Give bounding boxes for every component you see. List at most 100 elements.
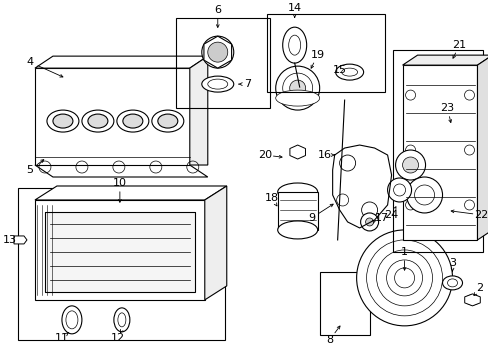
- Ellipse shape: [206, 41, 228, 63]
- Text: 4: 4: [26, 57, 34, 67]
- Ellipse shape: [202, 36, 233, 68]
- Ellipse shape: [118, 313, 125, 327]
- Bar: [392, 50, 483, 252]
- Ellipse shape: [122, 114, 142, 128]
- Ellipse shape: [402, 157, 418, 173]
- Ellipse shape: [434, 124, 469, 160]
- Polygon shape: [204, 186, 226, 300]
- Ellipse shape: [277, 183, 317, 201]
- Ellipse shape: [387, 178, 411, 202]
- Polygon shape: [35, 165, 207, 177]
- Text: 2: 2: [475, 283, 482, 293]
- Ellipse shape: [365, 218, 373, 226]
- Text: 3: 3: [448, 258, 455, 268]
- Text: 17: 17: [374, 213, 388, 223]
- Ellipse shape: [117, 110, 148, 132]
- Ellipse shape: [289, 80, 305, 96]
- Polygon shape: [189, 56, 207, 165]
- Bar: [18, 188, 224, 340]
- Ellipse shape: [360, 213, 378, 231]
- Polygon shape: [289, 145, 305, 159]
- Ellipse shape: [464, 145, 473, 155]
- Ellipse shape: [405, 90, 415, 100]
- Text: 8: 8: [325, 335, 332, 345]
- Ellipse shape: [469, 138, 478, 146]
- Ellipse shape: [114, 308, 130, 332]
- Text: 9: 9: [307, 213, 315, 223]
- Ellipse shape: [437, 119, 445, 127]
- Ellipse shape: [376, 250, 432, 306]
- Ellipse shape: [386, 260, 422, 296]
- Ellipse shape: [459, 119, 467, 127]
- Ellipse shape: [282, 73, 312, 103]
- Ellipse shape: [282, 27, 306, 63]
- Text: 1: 1: [400, 247, 407, 257]
- Polygon shape: [35, 56, 207, 68]
- Polygon shape: [402, 65, 476, 240]
- Ellipse shape: [395, 150, 425, 180]
- Ellipse shape: [356, 230, 451, 326]
- Ellipse shape: [202, 76, 233, 92]
- Ellipse shape: [335, 64, 363, 80]
- Polygon shape: [35, 68, 189, 165]
- Text: 18: 18: [264, 193, 278, 203]
- Text: 22: 22: [473, 210, 488, 220]
- Ellipse shape: [447, 279, 457, 287]
- Ellipse shape: [88, 114, 108, 128]
- Text: 13: 13: [3, 235, 17, 245]
- Ellipse shape: [277, 221, 317, 239]
- Ellipse shape: [437, 157, 445, 165]
- Ellipse shape: [336, 194, 348, 206]
- Text: 23: 23: [440, 103, 454, 113]
- Text: 5: 5: [26, 165, 33, 175]
- Ellipse shape: [405, 145, 415, 155]
- Ellipse shape: [426, 138, 434, 146]
- Text: 20: 20: [257, 150, 271, 160]
- Ellipse shape: [66, 311, 78, 329]
- Ellipse shape: [394, 268, 414, 288]
- Ellipse shape: [341, 68, 357, 76]
- Polygon shape: [14, 236, 27, 244]
- Ellipse shape: [207, 79, 227, 89]
- Ellipse shape: [464, 90, 473, 100]
- Ellipse shape: [366, 240, 442, 316]
- Ellipse shape: [465, 295, 479, 305]
- Text: 12: 12: [111, 333, 124, 343]
- Bar: [277, 192, 317, 230]
- Polygon shape: [476, 55, 488, 240]
- Text: 10: 10: [113, 178, 126, 188]
- Ellipse shape: [53, 114, 73, 128]
- Ellipse shape: [82, 110, 114, 132]
- Ellipse shape: [406, 177, 442, 213]
- Bar: [266, 14, 384, 92]
- Text: 16: 16: [317, 150, 331, 160]
- Bar: [176, 18, 269, 108]
- Text: 19: 19: [310, 50, 324, 60]
- Ellipse shape: [288, 35, 300, 55]
- Text: 11: 11: [55, 333, 69, 343]
- Polygon shape: [35, 200, 204, 300]
- Polygon shape: [464, 294, 479, 306]
- Ellipse shape: [47, 110, 79, 132]
- Ellipse shape: [459, 157, 467, 165]
- Ellipse shape: [152, 110, 183, 132]
- Text: 15: 15: [332, 65, 346, 75]
- Ellipse shape: [290, 147, 304, 157]
- Ellipse shape: [339, 155, 355, 171]
- Text: 21: 21: [451, 40, 466, 50]
- Text: 7: 7: [244, 79, 251, 89]
- Ellipse shape: [158, 114, 178, 128]
- Ellipse shape: [405, 200, 415, 210]
- Ellipse shape: [442, 132, 462, 152]
- Polygon shape: [203, 36, 231, 68]
- Bar: [319, 272, 369, 335]
- Ellipse shape: [442, 276, 462, 290]
- Polygon shape: [45, 212, 194, 292]
- Polygon shape: [402, 55, 488, 65]
- Ellipse shape: [414, 185, 434, 205]
- Ellipse shape: [62, 306, 82, 334]
- Ellipse shape: [464, 200, 473, 210]
- Ellipse shape: [207, 42, 227, 62]
- Ellipse shape: [393, 184, 405, 196]
- Polygon shape: [35, 186, 226, 200]
